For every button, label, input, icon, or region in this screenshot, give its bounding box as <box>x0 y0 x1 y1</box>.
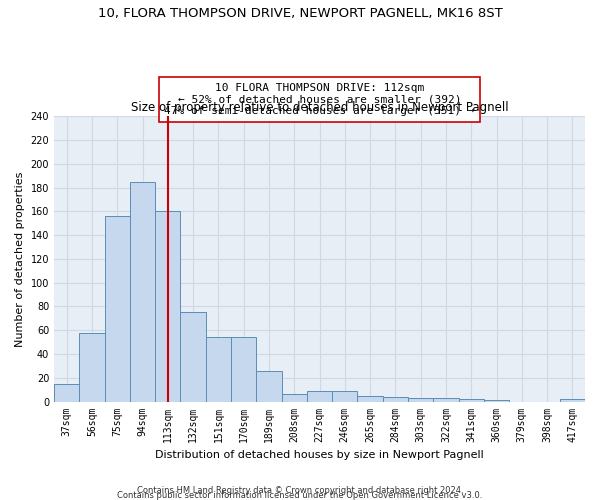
Bar <box>54 384 79 402</box>
Bar <box>484 400 509 402</box>
Bar <box>358 396 383 402</box>
Bar <box>332 391 358 402</box>
Bar <box>307 391 332 402</box>
Bar <box>155 212 181 402</box>
Text: Contains HM Land Registry data © Crown copyright and database right 2024.: Contains HM Land Registry data © Crown c… <box>137 486 463 495</box>
Bar <box>231 338 256 402</box>
Text: Contains public sector information licensed under the Open Government Licence v3: Contains public sector information licen… <box>118 490 482 500</box>
Bar <box>206 338 231 402</box>
Bar <box>281 394 307 402</box>
Bar <box>130 182 155 402</box>
Bar <box>181 312 206 402</box>
Bar <box>408 398 433 402</box>
Title: Size of property relative to detached houses in Newport Pagnell: Size of property relative to detached ho… <box>131 100 508 114</box>
Bar <box>256 370 281 402</box>
Bar <box>383 397 408 402</box>
Bar <box>560 399 585 402</box>
Y-axis label: Number of detached properties: Number of detached properties <box>15 171 25 346</box>
Bar <box>104 216 130 402</box>
Bar <box>433 398 458 402</box>
X-axis label: Distribution of detached houses by size in Newport Pagnell: Distribution of detached houses by size … <box>155 450 484 460</box>
Bar <box>79 332 104 402</box>
Text: 10 FLORA THOMPSON DRIVE: 112sqm
← 52% of detached houses are smaller (392)
47% o: 10 FLORA THOMPSON DRIVE: 112sqm ← 52% of… <box>164 83 475 116</box>
Text: 10, FLORA THOMPSON DRIVE, NEWPORT PAGNELL, MK16 8ST: 10, FLORA THOMPSON DRIVE, NEWPORT PAGNEL… <box>98 8 502 20</box>
Bar <box>458 399 484 402</box>
